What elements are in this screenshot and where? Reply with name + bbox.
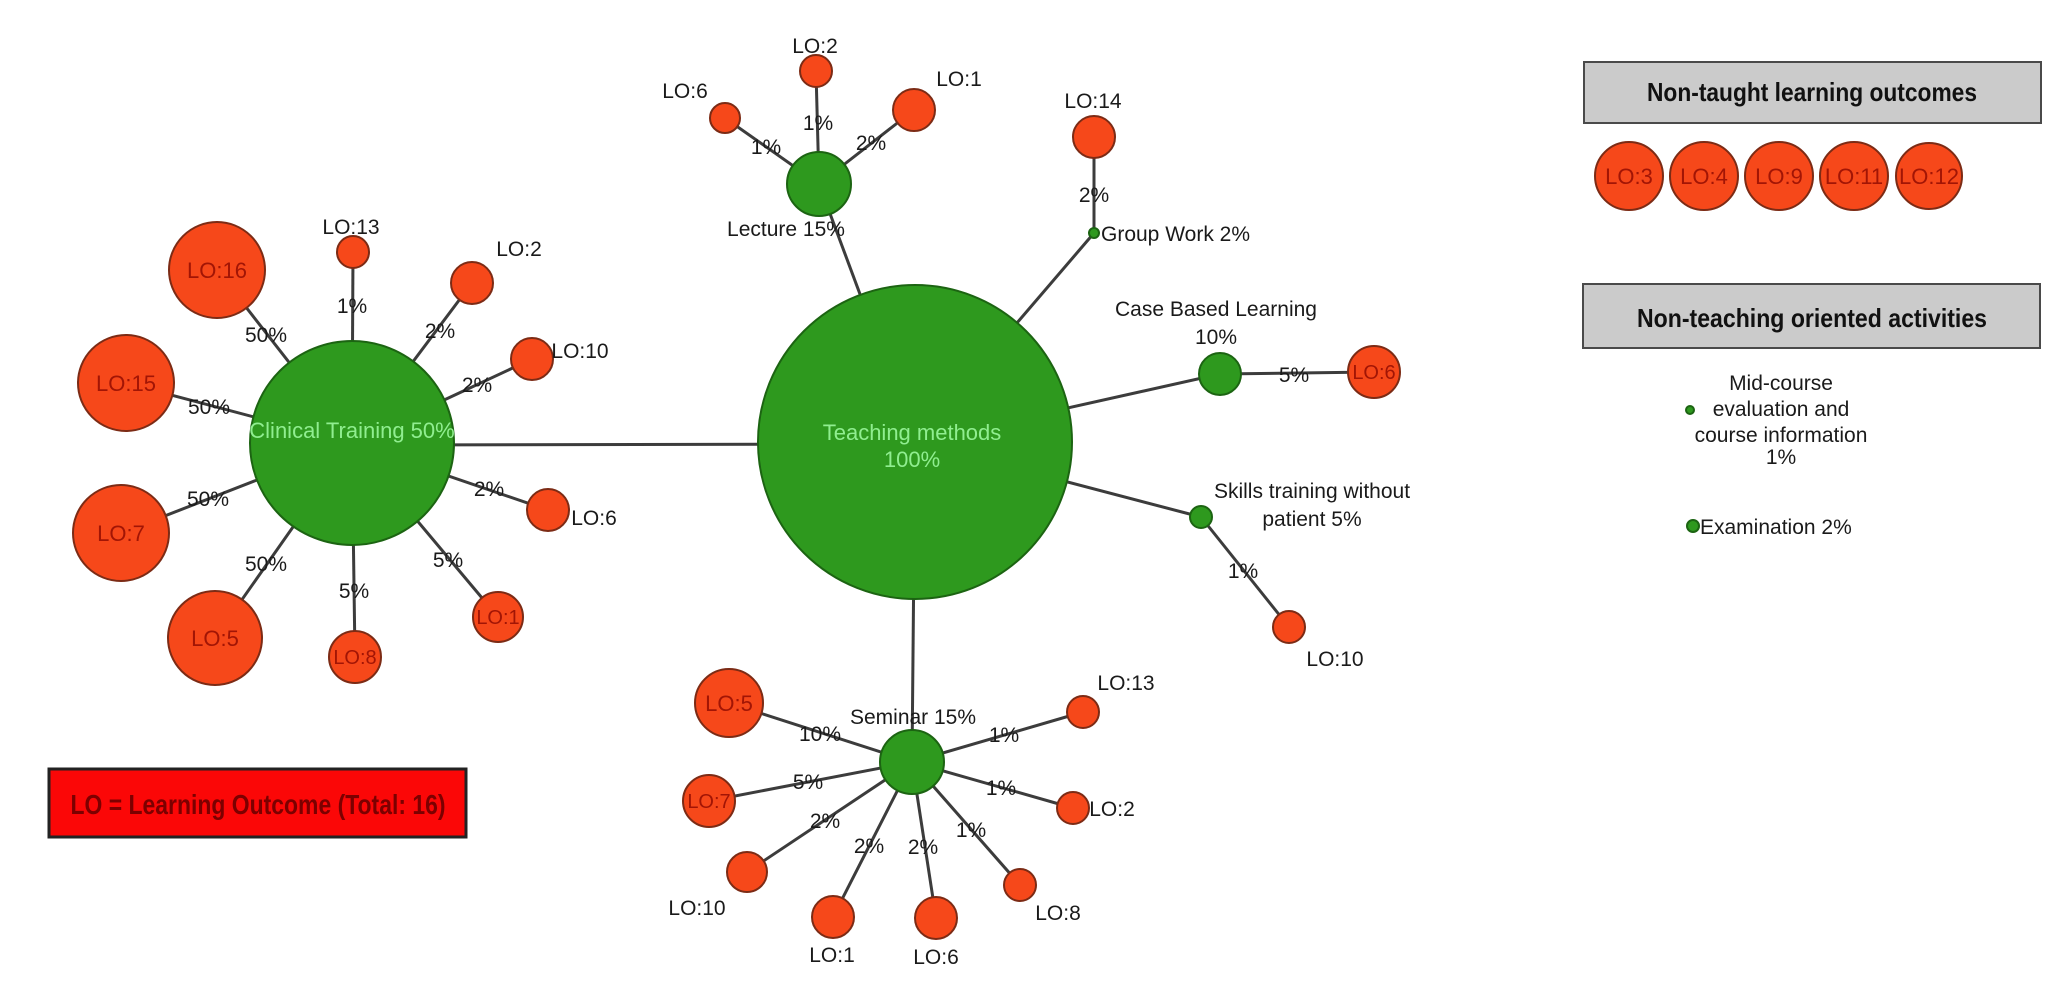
svg-text:50%: 50% (245, 553, 287, 576)
svg-text:Group Work 2%: Group Work 2% (1101, 223, 1250, 246)
svg-text:2%: 2% (810, 810, 840, 833)
svg-text:2%: 2% (856, 132, 886, 155)
svg-text:LO:12: LO:12 (1899, 164, 1959, 189)
svg-text:LO:9: LO:9 (1755, 164, 1803, 189)
svg-text:5%: 5% (1279, 364, 1309, 387)
svg-text:LO:1: LO:1 (476, 607, 519, 629)
svg-text:LO:3: LO:3 (1605, 164, 1653, 189)
svg-text:Case Based Learning: Case Based Learning (1115, 298, 1317, 321)
svg-text:100%: 100% (884, 447, 940, 472)
svg-text:50%: 50% (245, 324, 287, 347)
svg-text:1%: 1% (803, 112, 833, 135)
svg-text:LO:1: LO:1 (936, 68, 982, 91)
svg-text:1%: 1% (1228, 560, 1258, 583)
svg-text:1%: 1% (956, 819, 986, 842)
svg-text:Mid-course: Mid-course (1729, 372, 1833, 395)
svg-text:50%: 50% (187, 488, 229, 511)
svg-text:LO:2: LO:2 (496, 238, 542, 261)
svg-text:Seminar 15%: Seminar 15% (850, 706, 976, 729)
svg-text:LO:16: LO:16 (187, 258, 247, 283)
svg-text:5%: 5% (793, 771, 823, 794)
svg-text:Lecture 15%: Lecture 15% (727, 218, 845, 241)
svg-text:2%: 2% (854, 835, 884, 858)
svg-text:1%: 1% (989, 724, 1019, 747)
svg-text:LO:15: LO:15 (96, 371, 156, 396)
svg-text:Teaching methods: Teaching methods (823, 420, 1002, 445)
svg-text:1%: 1% (1766, 446, 1796, 469)
svg-text:Non-taught learning outcomes: Non-taught learning outcomes (1647, 77, 1977, 107)
svg-text:10%: 10% (799, 723, 841, 746)
svg-text:Skills training without: Skills training without (1214, 480, 1410, 503)
svg-text:2%: 2% (462, 374, 492, 397)
svg-text:evaluation and: evaluation and (1713, 398, 1850, 421)
svg-text:2%: 2% (474, 478, 504, 501)
svg-text:LO:10: LO:10 (1306, 648, 1363, 671)
svg-text:1%: 1% (751, 136, 781, 159)
svg-text:LO:6: LO:6 (571, 507, 617, 530)
svg-text:10%: 10% (1195, 326, 1237, 349)
svg-text:LO:5: LO:5 (191, 626, 239, 651)
svg-text:5%: 5% (339, 580, 369, 603)
svg-text:LO:4: LO:4 (1680, 164, 1728, 189)
svg-text:course information: course information (1695, 424, 1868, 447)
svg-text:LO:8: LO:8 (333, 647, 376, 669)
svg-text:2%: 2% (908, 836, 938, 859)
svg-text:LO:6: LO:6 (913, 946, 959, 969)
svg-text:1%: 1% (337, 295, 367, 318)
svg-text:50%: 50% (188, 396, 230, 419)
svg-text:LO:8: LO:8 (1035, 902, 1081, 925)
svg-text:LO = Learning Outcome (Total:: LO = Learning Outcome (Total: 16) (71, 789, 446, 820)
svg-text:1%: 1% (986, 777, 1016, 800)
svg-text:2%: 2% (1079, 184, 1109, 207)
svg-text:2%: 2% (425, 320, 455, 343)
svg-text:LO:1: LO:1 (809, 944, 855, 967)
svg-text:LO:13: LO:13 (322, 216, 379, 239)
svg-text:LO:7: LO:7 (687, 791, 730, 813)
svg-text:LO:5: LO:5 (705, 691, 753, 716)
svg-text:LO:10: LO:10 (551, 340, 608, 363)
svg-text:Clinical Training 50%: Clinical Training 50% (249, 418, 454, 443)
svg-text:LO:10: LO:10 (668, 897, 725, 920)
svg-text:Non-teaching oriented activiti: Non-teaching oriented activities (1637, 303, 1987, 333)
svg-text:LO:7: LO:7 (97, 521, 145, 546)
svg-text:LO:2: LO:2 (792, 35, 838, 58)
svg-text:LO:14: LO:14 (1064, 90, 1122, 113)
svg-text:LO:13: LO:13 (1097, 672, 1154, 695)
svg-text:LO:11: LO:11 (1825, 164, 1883, 189)
svg-text:LO:6: LO:6 (662, 80, 708, 103)
svg-text:5%: 5% (433, 549, 463, 572)
svg-text:patient 5%: patient 5% (1262, 508, 1361, 531)
svg-text:LO:2: LO:2 (1089, 798, 1135, 821)
svg-text:LO:6: LO:6 (1352, 362, 1395, 384)
svg-text:Examination 2%: Examination 2% (1700, 516, 1852, 539)
